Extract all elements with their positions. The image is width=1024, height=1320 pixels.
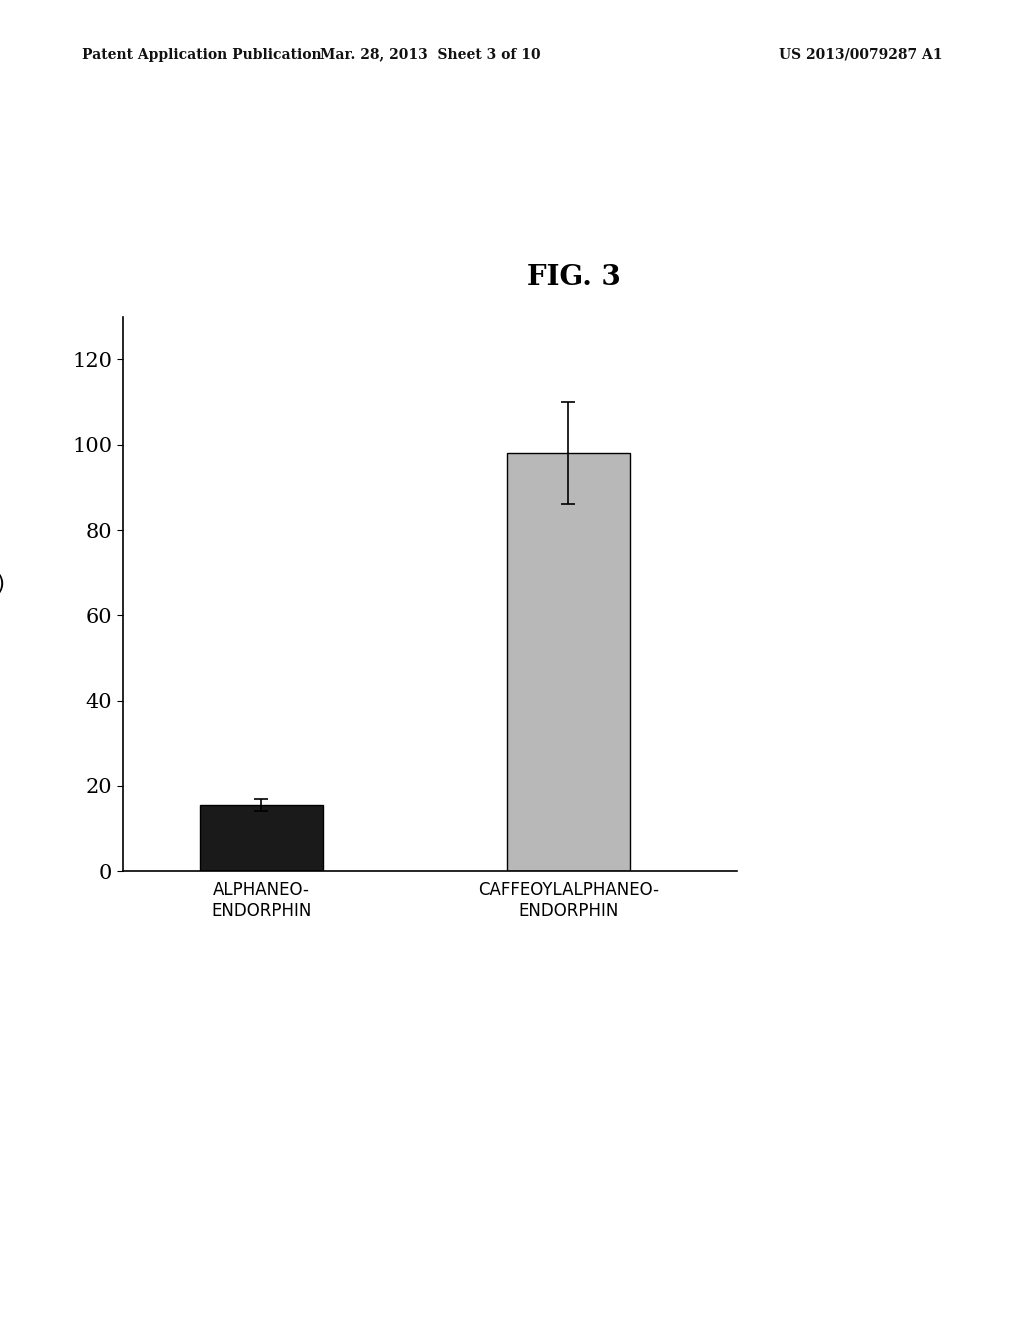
Text: FIG. 3: FIG. 3	[526, 264, 621, 290]
Text: Mar. 28, 2013  Sheet 3 of 10: Mar. 28, 2013 Sheet 3 of 10	[319, 48, 541, 62]
Bar	[507, 453, 630, 871]
Y-axis label: (%): (%)	[0, 574, 6, 594]
Bar	[200, 805, 323, 871]
Text: Patent Application Publication: Patent Application Publication	[82, 48, 322, 62]
Text: US 2013/0079287 A1: US 2013/0079287 A1	[778, 48, 942, 62]
